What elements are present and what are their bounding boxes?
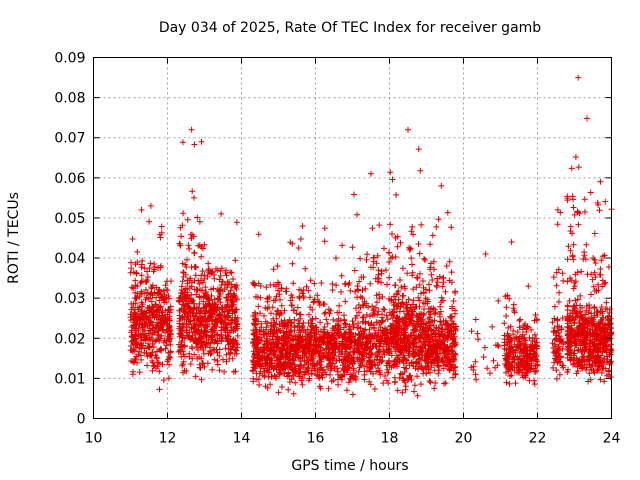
y-tick-label: 0.09: [54, 51, 85, 67]
y-tick-label: 0.04: [54, 251, 85, 267]
data-point-cluster: [468, 251, 502, 383]
chart-title: Day 034 of 2025, Rate Of TEC Index for r…: [159, 20, 541, 36]
data-point-cluster: [349, 170, 393, 398]
data-point-cluster: [516, 283, 541, 388]
x-tick-label: 14: [233, 431, 251, 447]
y-tick-label: 0.01: [54, 371, 85, 387]
y-tick-label: 0.08: [54, 91, 85, 107]
y-tick-label: 0.05: [54, 211, 85, 227]
y-tick-label: 0.07: [54, 131, 85, 147]
y-axis-label: ROTI / TECUs: [6, 192, 22, 284]
plot-frame: [93, 57, 612, 419]
data-point-cluster: [175, 126, 208, 383]
data-point-cluster: [423, 182, 460, 392]
x-tick-label: 18: [381, 431, 399, 447]
y-tick-label: 0: [77, 412, 86, 428]
x-axis-label: GPS time / hours: [291, 458, 408, 474]
x-tick-label: 10: [85, 431, 103, 447]
x-tick-label: 20: [455, 431, 473, 447]
y-tick-label: 0.06: [54, 171, 85, 187]
x-tick-label: 12: [159, 431, 177, 447]
x-tick-label: 22: [529, 431, 547, 447]
data-point-cluster: [249, 223, 356, 397]
axes: 0 0.01 0.02 0.03 0.04 0.05 0.06 0.07 0.08 0.09 10 1…: [54, 51, 620, 447]
data-point-cluster: [586, 178, 615, 385]
x-tick-label: 24: [603, 431, 621, 447]
y-tick-label: 0.03: [54, 291, 85, 307]
data-point-cluster: [386, 126, 430, 399]
x-tick-label: 16: [307, 431, 325, 447]
data-point-cluster: [564, 74, 592, 385]
data-point-cluster: [549, 206, 567, 382]
data-points: [127, 74, 615, 399]
data-point-cluster: [201, 210, 241, 375]
data-point-cluster: [127, 202, 174, 393]
y-tick-label: 0.02: [54, 331, 85, 347]
